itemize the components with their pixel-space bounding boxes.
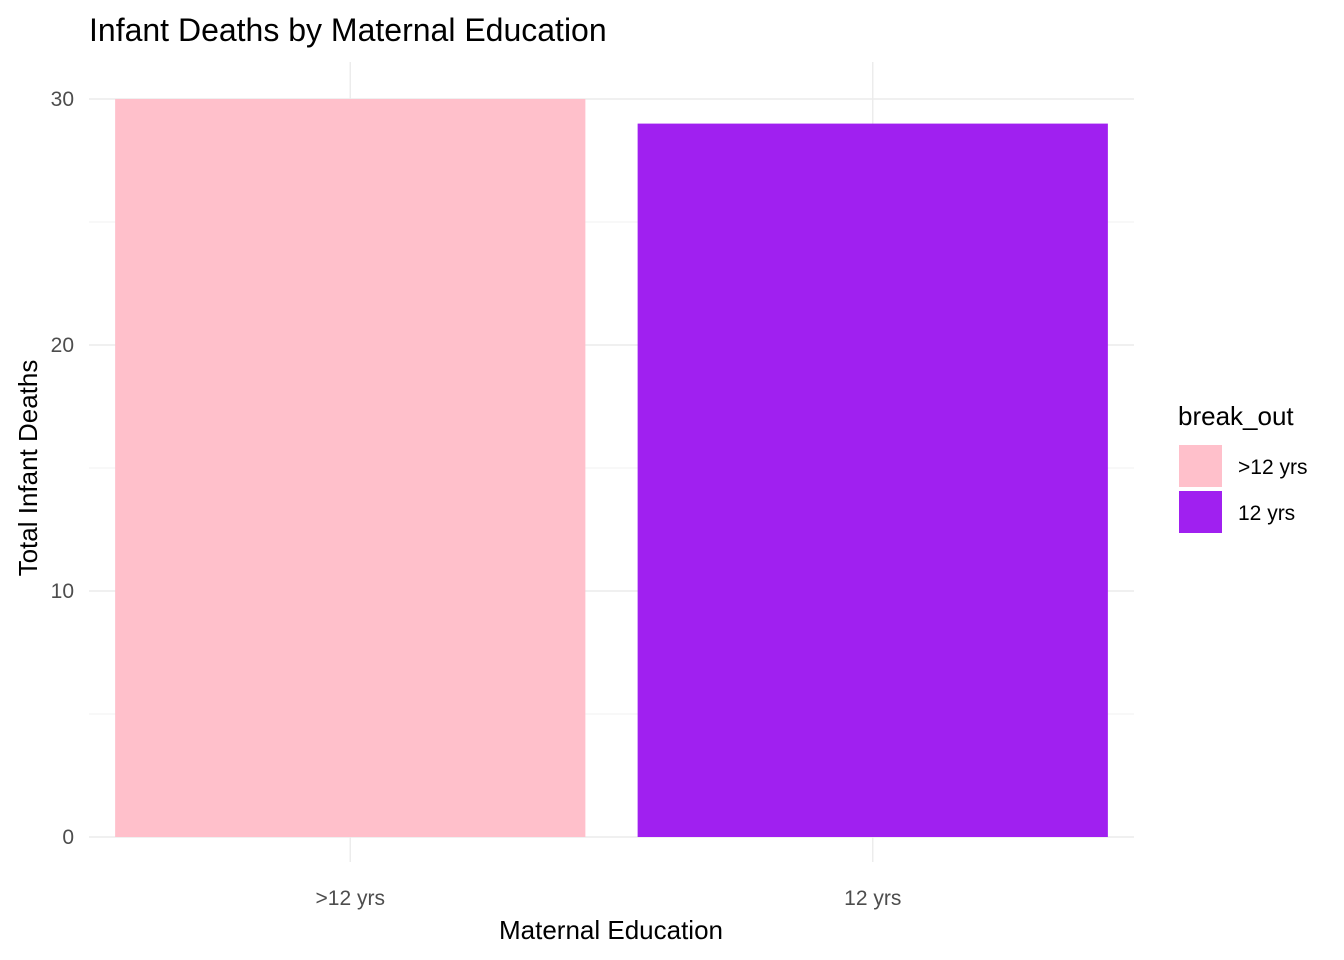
y-tick-label: 0	[62, 826, 74, 849]
legend-swatch	[1179, 445, 1222, 487]
y-tick-label: 10	[51, 580, 74, 603]
y-axis-ticks: 0 10 20 30	[51, 88, 74, 849]
chart-title: Infant Deaths by Maternal Education	[89, 12, 607, 48]
y-tick-label: 30	[51, 88, 74, 111]
bar	[115, 99, 586, 837]
legend-items: >12 yrs 12 yrs	[1179, 445, 1307, 533]
x-tick-label: 12 yrs	[844, 887, 901, 910]
x-axis-ticks: >12 yrs 12 yrs	[316, 887, 902, 910]
y-tick-label: 20	[51, 334, 74, 357]
legend-label: 12 yrs	[1238, 502, 1295, 525]
legend-label: >12 yrs	[1238, 456, 1307, 479]
bars	[115, 99, 1108, 838]
bar	[637, 123, 1108, 838]
y-axis-title: Total Infant Deaths	[13, 360, 43, 577]
x-tick-label: >12 yrs	[316, 887, 385, 910]
legend-title: break_out	[1178, 401, 1294, 431]
legend-swatch	[1179, 491, 1222, 533]
legend: break_out >12 yrs 12 yrs	[1178, 401, 1307, 533]
x-axis-title: Maternal Education	[499, 915, 723, 945]
